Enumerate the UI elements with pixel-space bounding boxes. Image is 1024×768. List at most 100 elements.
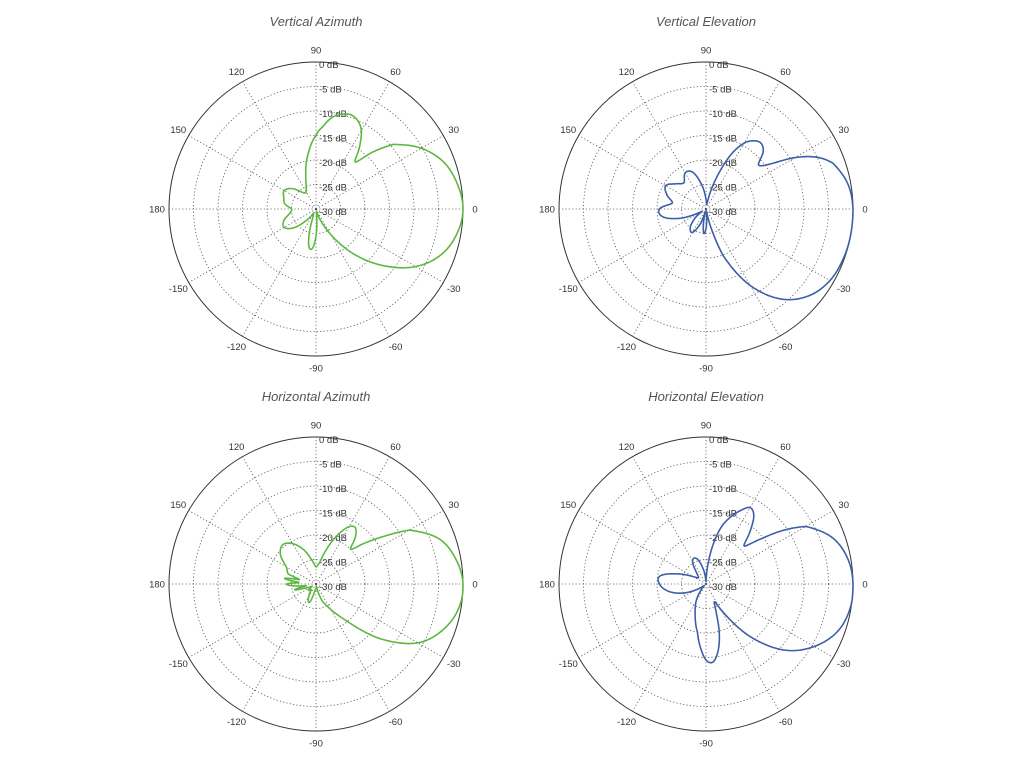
grid-spoke — [242, 208, 317, 337]
angle-tick-label: 120 — [619, 442, 635, 453]
radial-tick-label: -15 dB — [319, 509, 347, 520]
angle-tick-label: -60 — [389, 717, 403, 728]
radial-tick-label: -20 dB — [319, 158, 347, 169]
radial-tick-label: -5 dB — [319, 460, 342, 471]
grid-ring — [656, 159, 756, 259]
grid-spoke — [705, 208, 780, 337]
polar-svg: Vertical Azimuth 0 30 60 90 120 150 180 -150 -120… — [149, 14, 478, 375]
grid-spoke — [578, 583, 707, 658]
radial-tick-label: -15 dB — [709, 134, 737, 145]
chart-title: Horizontal Elevation — [648, 389, 764, 404]
angle-tick-label: -150 — [169, 659, 188, 670]
radial-tick-label: -5 dB — [709, 460, 732, 471]
radial-tick-label: -15 dB — [709, 509, 737, 520]
angle-tick-label: -120 — [227, 342, 246, 353]
polar-svg: Horizontal Elevation 0 30 60 90 120 150 180 -150… — [539, 389, 868, 750]
angle-tick-label: -120 — [227, 717, 246, 728]
grid-spoke — [705, 583, 780, 712]
grid-ring — [656, 534, 756, 634]
angle-tick-label: -90 — [309, 739, 323, 750]
radial-tick-label: -10 dB — [709, 109, 737, 120]
angle-tick-label: 180 — [539, 205, 555, 216]
radial-tick-label: -10 dB — [709, 484, 737, 495]
grid-ring — [217, 110, 415, 308]
angle-tick-label: 120 — [619, 67, 635, 78]
grid-ring — [266, 534, 366, 634]
grid-spoke — [632, 208, 707, 337]
chart-title: Vertical Elevation — [656, 14, 756, 29]
angle-tick-label: -150 — [559, 284, 578, 295]
radial-tick-label: -15 dB — [319, 134, 347, 145]
grid-spoke — [315, 81, 390, 210]
grid-spoke — [315, 208, 390, 337]
angle-tick-label: 60 — [390, 442, 401, 453]
angle-tick-label: 90 — [311, 421, 322, 432]
angle-tick-label: 90 — [701, 421, 712, 432]
grid-spoke — [632, 583, 707, 712]
angle-tick-label: 180 — [149, 205, 165, 216]
angle-tick-label: 120 — [229, 442, 245, 453]
radial-tick-label: -30 dB — [709, 207, 737, 218]
chart-title: Vertical Azimuth — [270, 14, 363, 29]
angle-tick-label: -60 — [389, 342, 403, 353]
grid-spoke — [242, 81, 317, 210]
angle-tick-label: -30 — [447, 659, 461, 670]
angle-tick-label: -120 — [617, 342, 636, 353]
polar-chart-horizontal-azimuth: Horizontal Azimuth 0 30 60 90 120 150 180 -150 -1… — [106, 385, 526, 765]
radial-tick-label: -30 dB — [319, 582, 347, 593]
angle-tick-label: 150 — [560, 500, 576, 511]
grid-spoke — [188, 135, 317, 210]
angle-tick-label: -30 — [837, 659, 851, 670]
angle-tick-label: -90 — [309, 364, 323, 375]
angle-tick-label: 150 — [170, 125, 186, 136]
angle-tick-label: 180 — [149, 580, 165, 591]
angle-tick-label: 0 — [862, 580, 867, 591]
grid-ring — [632, 510, 780, 658]
grid-spoke — [242, 583, 317, 712]
radial-tick-label: -20 dB — [709, 533, 737, 544]
radial-tick-label: -5 dB — [709, 85, 732, 96]
grid-spoke — [315, 583, 390, 712]
angle-tick-label: 60 — [780, 442, 791, 453]
radiation-pattern-curve — [657, 506, 854, 664]
grid-spoke — [315, 456, 390, 585]
grid-spoke — [578, 208, 707, 283]
grid-spoke — [705, 583, 834, 658]
grid-spoke — [705, 135, 834, 210]
grid-ring — [242, 135, 390, 283]
angle-tick-label: 90 — [701, 46, 712, 57]
radial-tick-label: 0 dB — [709, 435, 729, 446]
grid-spoke — [188, 208, 317, 283]
angle-tick-label: -150 — [559, 659, 578, 670]
radial-tick-label: 0 dB — [319, 60, 339, 71]
radial-tick-label: 0 dB — [709, 60, 729, 71]
radial-tick-label: -25 dB — [709, 183, 737, 194]
polar-svg: Vertical Elevation 0 30 60 90 120 150 180 -150 -1… — [539, 14, 868, 375]
angle-tick-label: 0 — [862, 205, 867, 216]
grid-spoke — [315, 208, 444, 283]
angle-tick-label: 150 — [170, 500, 186, 511]
angle-tick-label: 120 — [229, 67, 245, 78]
angle-tick-label: 0 — [472, 580, 477, 591]
grid-spoke — [578, 135, 707, 210]
grid-spoke — [705, 81, 780, 210]
grid-ring — [242, 510, 390, 658]
radial-tick-label: -10 dB — [319, 484, 347, 495]
angle-tick-label: 30 — [838, 125, 849, 136]
polar-chart-vertical-azimuth: Vertical Azimuth 0 30 60 90 120 150 180 -150 -120… — [106, 10, 526, 390]
angle-tick-label: -30 — [837, 284, 851, 295]
angle-tick-label: 180 — [539, 580, 555, 591]
angle-tick-label: 0 — [472, 205, 477, 216]
radial-tick-label: -25 dB — [319, 558, 347, 569]
radial-tick-label: 0 dB — [319, 435, 339, 446]
angle-tick-label: 90 — [311, 46, 322, 57]
grid-spoke — [188, 583, 317, 658]
grid-spoke — [632, 456, 707, 585]
angle-tick-label: 30 — [448, 125, 459, 136]
radial-tick-label: -30 dB — [709, 582, 737, 593]
angle-tick-label: -60 — [779, 717, 793, 728]
grid-spoke — [705, 208, 834, 283]
chart-title: Horizontal Azimuth — [262, 389, 371, 404]
grid-spoke — [315, 583, 444, 658]
angle-tick-label: 30 — [838, 500, 849, 511]
